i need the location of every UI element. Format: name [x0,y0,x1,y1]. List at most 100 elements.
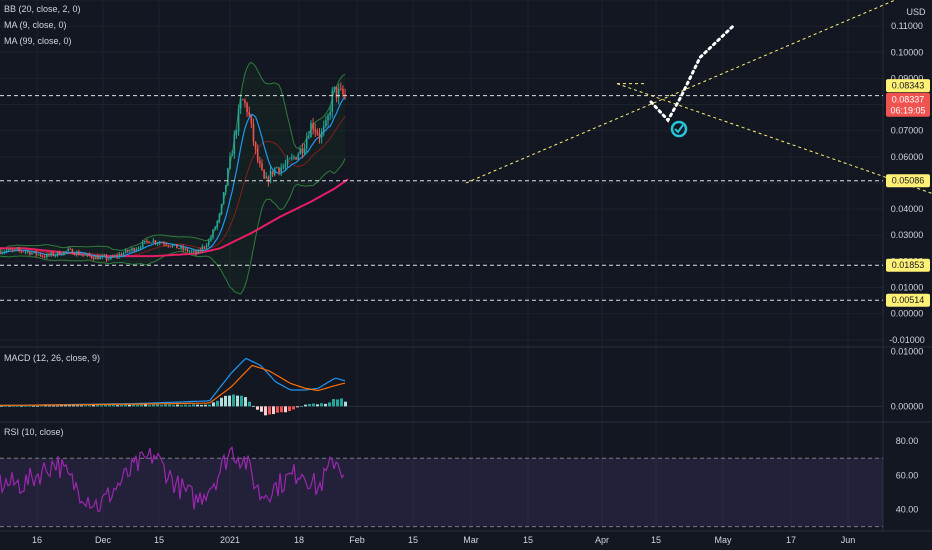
candle-body [178,248,180,250]
candle-body [256,148,259,161]
candle-body [173,244,176,246]
candle-body [180,246,182,249]
candle-body [205,245,208,248]
time-tick-label: Apr [595,535,609,545]
macd-histogram-bar [152,404,155,407]
macd-histogram-bar [200,404,203,407]
macd-histogram-bar [100,405,103,407]
macd-histogram-bar [316,404,319,407]
candle-body [212,229,214,238]
candle-body [71,249,74,255]
macd-histogram-bar [36,405,39,407]
legend-macd[interactable]: MACD (12, 26, close, 9) [4,353,101,363]
candle-body [182,246,184,250]
candle-body [20,250,23,252]
candle-body [322,126,325,132]
candle-body [288,158,291,160]
macd-histogram-bar [180,405,183,407]
legend-ma9[interactable]: MA (9, close, 0) [4,20,67,30]
candle-body [203,246,206,248]
candle-body [267,176,270,182]
candle-body [335,86,338,98]
candle-body [11,249,14,251]
macd-histogram-bar [256,406,259,410]
candle-body [127,249,129,252]
candle-body [0,250,1,254]
indicator-bands [0,457,883,528]
price-tick-label: 0.06000 [891,152,924,162]
candle-body [50,252,52,256]
candle-body [163,243,165,245]
candle-body [342,88,344,95]
macd-histogram-bar [252,405,255,407]
price-tick-label: 0.10000 [891,47,924,57]
candle-body [75,251,78,255]
time-tick-label: Jun [841,535,856,545]
candle-body [201,246,204,251]
candle-body [190,251,193,252]
candle-body [80,254,82,256]
macd-histogram-bar [276,406,279,413]
macd-histogram-bar [308,404,311,407]
macd-histogram-bar [244,397,247,407]
candle-body [218,213,221,221]
macd-histogram-bar [264,406,267,416]
candle-body [152,240,155,243]
candle-body [250,115,253,124]
candle-body [90,255,93,258]
macd-histogram-bar [20,405,23,407]
macd-histogram-bar [192,404,195,407]
legend-rsi[interactable]: RSI (10, close) [4,427,64,437]
candle-body [92,257,95,260]
macd-histogram-bar [176,404,179,407]
macd-histogram-bar [304,404,307,407]
candle-body [16,248,18,250]
candle-body [156,243,159,244]
price-tick-label: 0.03000 [891,230,924,240]
level-badge-0-bg [886,79,930,93]
time-tick-label: 15 [408,535,418,545]
candle-body [73,254,76,256]
candle-body [286,158,289,165]
candle-body [227,168,229,186]
candle-body [118,254,121,257]
legend-bb[interactable]: BB (20, close, 2, 0) [4,4,81,14]
macd-histogram-bar [92,404,95,407]
macd-histogram-bar [220,397,223,407]
legend-ma99[interactable]: MA (99, close, 0) [4,36,72,46]
macd-histogram-bar [148,405,151,407]
level-badge-0: 0.08343 [892,81,925,91]
bb-upper [0,61,346,252]
candle-body [325,120,327,127]
candle-body [261,163,263,170]
candle-body [273,167,276,175]
candle-body [331,90,334,113]
macd-histogram-bar [40,405,43,407]
macd-histogram-bar [292,406,295,410]
candle-body [165,244,167,246]
time-tick-label: Mar [463,535,479,545]
time-tick-label: 17 [786,535,796,545]
macd-histogram-bar [72,405,75,407]
candle-body [116,255,118,257]
candle-body [216,220,219,228]
candle-body [340,88,342,90]
candle-body [103,255,106,257]
candle-body [327,115,329,121]
currency-label: USD [906,7,926,17]
candle-body [5,250,8,252]
macd-histogram-bar [76,405,79,407]
candle-body [37,254,40,256]
candle-body [58,251,61,256]
candle-body [105,255,108,260]
macd-tick-label: 0.01000 [891,347,924,357]
candle-body [175,244,178,249]
candle-body [193,250,195,252]
macd-histogram-bar [324,403,327,407]
candle-body [235,131,238,135]
candle-body [231,154,233,157]
candle-body [31,252,33,255]
time-tick-label: 16 [32,535,42,545]
macd-histogram-bar [160,405,163,407]
